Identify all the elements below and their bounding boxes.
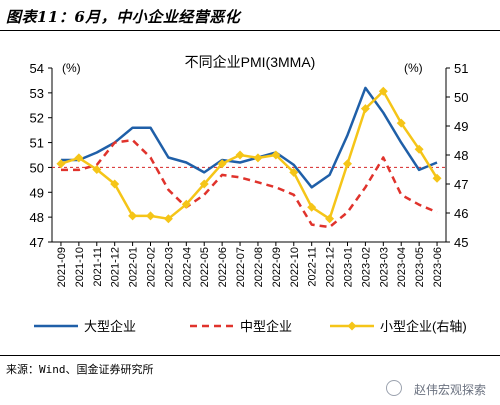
watermark-icon bbox=[386, 380, 402, 396]
x-tick-label: 2022-09 bbox=[271, 247, 283, 287]
left-tick-label: 54 bbox=[30, 61, 44, 76]
series-point-2 bbox=[110, 179, 120, 189]
series-point-2 bbox=[307, 202, 317, 212]
series-point-2 bbox=[432, 173, 442, 183]
series-point-2 bbox=[217, 159, 227, 169]
left-tick-label: 53 bbox=[30, 86, 44, 101]
x-tick-label: 2022-06 bbox=[217, 247, 229, 287]
right-tick-label: 48 bbox=[454, 148, 468, 163]
series-point-2 bbox=[360, 104, 370, 114]
left-axis-unit: (%) bbox=[62, 61, 81, 75]
series-point-2 bbox=[163, 214, 173, 224]
right-tick-label: 45 bbox=[454, 235, 468, 250]
series-point-2 bbox=[343, 159, 352, 169]
x-tick-label: 2023-06 bbox=[432, 247, 444, 287]
series-point-2 bbox=[271, 150, 281, 160]
series-point-2 bbox=[56, 159, 66, 169]
x-tick-label: 2021-11 bbox=[92, 247, 104, 287]
x-tick-label: 2021-12 bbox=[110, 247, 122, 287]
title-rule bbox=[0, 30, 500, 31]
left-tick-label: 51 bbox=[30, 136, 44, 151]
x-tick-label: 2023-04 bbox=[396, 247, 408, 287]
x-tick-label: 2021-10 bbox=[74, 247, 86, 287]
x-tick-label: 2022-10 bbox=[289, 247, 301, 287]
series-point-2 bbox=[253, 153, 263, 163]
left-tick-label: 52 bbox=[30, 111, 44, 126]
source-note: 来源：Wind、国金证券研究所 bbox=[6, 363, 154, 376]
series-line-1 bbox=[61, 138, 438, 229]
legend-label-0: 大型企业 bbox=[84, 319, 136, 334]
series-point-2 bbox=[289, 167, 299, 177]
series-point-2 bbox=[396, 118, 406, 128]
x-tick-label: 2021-09 bbox=[56, 247, 68, 287]
legend-label-2: 小型企业(右轴) bbox=[380, 319, 467, 334]
x-tick-label: 2022-01 bbox=[128, 247, 140, 287]
right-tick-label: 47 bbox=[454, 177, 468, 192]
series-point-2 bbox=[181, 199, 191, 209]
pmi-line-chart: 不同企业PMI(3MMA) (%) (%) 47 48 49 50 51 52 53 54 45… bbox=[30, 54, 469, 334]
series-point-2 bbox=[325, 214, 335, 224]
series-point-2 bbox=[378, 86, 388, 96]
right-tick-label: 49 bbox=[454, 119, 468, 134]
x-tick-label: 2022-08 bbox=[253, 247, 265, 287]
x-tick-label: 2022-07 bbox=[235, 247, 247, 287]
series-point-2 bbox=[199, 179, 209, 189]
series-line-2 bbox=[60, 89, 439, 221]
series-point-2 bbox=[414, 144, 424, 154]
figure-title: 图表11：6月，中小企业经营恶化 bbox=[6, 8, 241, 26]
x-tick-label: 2023-01 bbox=[343, 247, 355, 287]
x-tick-label: 2022-11 bbox=[307, 247, 319, 287]
watermark-text: 赵伟宏观探索 bbox=[413, 383, 486, 397]
series-point-2 bbox=[74, 153, 84, 163]
left-tick-label: 47 bbox=[30, 235, 44, 250]
x-tick-label: 2022-05 bbox=[199, 247, 211, 287]
series-point-2 bbox=[92, 165, 102, 174]
right-axis-unit: (%) bbox=[404, 61, 423, 75]
left-tick-label: 48 bbox=[30, 210, 44, 225]
x-tick-label: 2022-04 bbox=[181, 247, 193, 287]
right-tick-label: 50 bbox=[454, 90, 468, 105]
legend-marker-2 bbox=[347, 321, 357, 331]
source-rule bbox=[0, 355, 500, 356]
x-tick-label: 2023-02 bbox=[360, 247, 372, 287]
chart-title: 不同企业PMI(3MMA) bbox=[185, 54, 316, 70]
left-tick-label: 50 bbox=[30, 160, 44, 175]
x-tick-label: 2022-03 bbox=[163, 247, 175, 287]
right-tick-label: 51 bbox=[454, 61, 468, 76]
legend-label-1: 中型企业 bbox=[240, 319, 292, 334]
left-tick-label: 49 bbox=[30, 185, 44, 200]
x-tick-label: 2023-03 bbox=[378, 247, 390, 287]
series-point-2 bbox=[146, 211, 155, 221]
series-line-0 bbox=[61, 86, 438, 189]
right-tick-label: 46 bbox=[454, 206, 468, 221]
series-point-2 bbox=[235, 150, 245, 160]
x-tick-label: 2022-02 bbox=[146, 247, 158, 287]
x-tick-label: 2022-12 bbox=[325, 247, 337, 287]
series-point-2 bbox=[128, 211, 138, 221]
x-tick-label: 2023-05 bbox=[414, 247, 426, 287]
